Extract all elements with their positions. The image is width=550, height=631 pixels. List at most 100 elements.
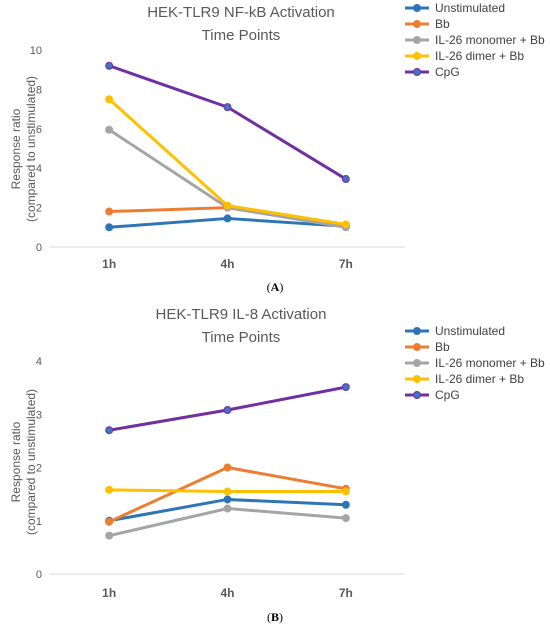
x-tick-label: 7h: [339, 257, 353, 271]
series-il-26-dimer-bb: [105, 485, 350, 496]
legend-item: IL-26 monomer + Bb: [405, 33, 545, 47]
legend-item: IL-26 monomer + Bb: [405, 356, 545, 370]
y-tick-label: 4: [36, 356, 42, 368]
y-tick-label: 8: [36, 84, 42, 96]
y-tick-label: 1: [36, 516, 42, 528]
legend-swatch-marker: [413, 359, 421, 367]
legend-label: IL-26 monomer + Bb: [435, 356, 545, 370]
x-tick-label: 4h: [220, 586, 234, 600]
series-il-26-monomer-bb: [105, 504, 350, 540]
caption-open: (: [267, 610, 271, 624]
y-tick-label: 3: [36, 409, 42, 421]
x-tick-label: 7h: [339, 586, 353, 600]
panel-caption: (B): [267, 610, 283, 624]
chart-title-line: HEK-TLR9 IL-8 Activation: [156, 306, 327, 323]
data-point: [223, 504, 232, 513]
data-point: [341, 175, 350, 184]
chart-title: HEK-TLR9 IL-8 Activation Time Points: [156, 306, 327, 346]
legend-label: Bb: [435, 340, 450, 354]
series-unstimulated: [105, 495, 350, 525]
legend-swatch-marker: [413, 4, 421, 12]
legend-swatch-marker: [413, 52, 421, 60]
series-cpg: [105, 61, 350, 184]
legend-item: Unstimulated: [405, 324, 505, 338]
legend-item: IL-26 dimer + Bb: [405, 49, 524, 63]
data-point: [105, 517, 114, 526]
series-cpg: [105, 383, 350, 435]
data-point: [105, 223, 114, 232]
chart-title-line: Time Points: [202, 27, 281, 44]
data-point: [341, 514, 350, 523]
series-il-26-dimer-bb: [105, 95, 350, 229]
y-axis-label: Response ratio(compared to unstimulated): [9, 389, 38, 535]
legend-item: Bb: [405, 17, 450, 31]
y-tick-label: 2: [36, 463, 42, 475]
legend-item: Unstimulated: [405, 1, 505, 15]
y-tick-label: 0: [36, 569, 42, 581]
chart-title: HEK-TLR9 NF-kB Activation Time Points: [147, 4, 335, 44]
legend-label: Unstimulated: [435, 1, 505, 15]
legend-label: Bb: [435, 17, 450, 31]
caption-letter: A: [271, 280, 280, 294]
y-tick-label: 0: [36, 242, 42, 254]
series-line: [107, 128, 348, 229]
series-line: [107, 507, 348, 538]
y-axis-label: Response ratio(compared to unstimulated): [9, 76, 38, 222]
data-point: [223, 103, 232, 112]
data-point: [223, 495, 232, 504]
legend-swatch-marker: [413, 36, 421, 44]
legend-item: IL-26 dimer + Bb: [405, 372, 524, 386]
legend-item: Bb: [405, 340, 450, 354]
x-tick-label: 1h: [102, 257, 116, 271]
data-point: [223, 214, 232, 223]
data-point: [105, 531, 114, 540]
legend-swatch-marker: [413, 343, 421, 351]
legend-label: CpG: [435, 388, 460, 402]
caption-letter: B: [271, 610, 279, 624]
data-point: [341, 220, 350, 229]
caption-close: ): [279, 610, 283, 624]
legend-swatch-marker: [413, 375, 421, 383]
legend: Unstimulated Bb IL-26 monomer + Bb IL-26 di…: [405, 324, 545, 402]
chart-title-line: HEK-TLR9 NF-kB Activation: [147, 4, 335, 21]
data-point: [341, 487, 350, 496]
y-axis-label-line: Response ratio: [9, 108, 23, 189]
y-axis-label-line: Response ratio: [9, 421, 23, 502]
caption-open: (: [267, 280, 271, 294]
data-point: [105, 207, 114, 216]
legend-swatch-marker: [413, 327, 421, 335]
legend-item: CpG: [405, 388, 460, 402]
legend-label: IL-26 dimer + Bb: [435, 49, 524, 63]
data-point: [105, 61, 114, 70]
panel-caption: (A): [267, 280, 284, 294]
y-tick-label: 10: [30, 45, 42, 57]
data-point: [105, 485, 114, 494]
chart-title-line: Time Points: [202, 329, 281, 346]
chart-panel-a: HEK-TLR9 NF-kB Activation Time Points 0 2 4 6…: [9, 1, 545, 294]
caption-close: ): [279, 280, 283, 294]
legend-swatch-marker: [413, 20, 421, 28]
legend-swatch-marker: [413, 68, 421, 76]
series-line: [107, 64, 348, 181]
data-point: [105, 95, 114, 104]
legend-item: CpG: [405, 65, 460, 79]
y-tick-label: 6: [36, 124, 42, 136]
y-axis-label-line: (compared to unstimulated): [24, 389, 38, 535]
data-point: [105, 426, 114, 435]
data-point: [223, 405, 232, 414]
data-point: [341, 500, 350, 509]
x-tick-label: 1h: [102, 586, 116, 600]
x-tick-label: 4h: [220, 257, 234, 271]
y-tick-label: 2: [36, 203, 42, 215]
data-point: [223, 201, 232, 210]
data-point: [341, 383, 350, 392]
y-tick-label: 4: [36, 163, 42, 175]
legend-label: Unstimulated: [435, 324, 505, 338]
chart-panel-b: HEK-TLR9 IL-8 Activation Time Points 0 1 2 3 4…: [9, 306, 545, 624]
data-point: [105, 125, 114, 134]
y-axis-label-line: (compared to unstimulated): [24, 76, 38, 222]
legend-label: IL-26 monomer + Bb: [435, 33, 545, 47]
data-point: [223, 487, 232, 496]
legend: Unstimulated Bb IL-26 monomer + Bb IL-26 di…: [405, 1, 545, 79]
